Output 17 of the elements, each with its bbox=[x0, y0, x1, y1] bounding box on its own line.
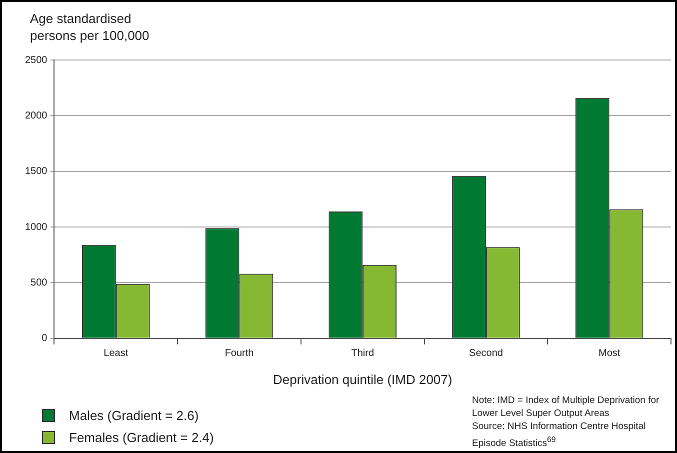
y-axis-title: Age standardised persons per 100,000 bbox=[30, 10, 150, 44]
x-tick-label: Second bbox=[469, 348, 503, 360]
x-axis-title: Deprivation quintile (IMD 2007) bbox=[273, 372, 452, 387]
y-tick-label: 500 bbox=[30, 277, 48, 288]
x-tick-label: Third bbox=[351, 348, 374, 360]
y-tick-label: 2500 bbox=[24, 54, 48, 66]
legend-label: Females (Gradient = 2.4) bbox=[69, 430, 214, 444]
x-tick-label: Fourth bbox=[224, 348, 254, 360]
y-tick-label: 1500 bbox=[24, 166, 48, 178]
legend-label: Males (Gradient = 2.6) bbox=[69, 408, 199, 422]
y-tick-label: 1000 bbox=[24, 222, 48, 233]
text: Note: IMD = Index of Multiple Deprivation for Lower Level Super Output Areas bbox=[472, 394, 660, 420]
y-tick-label: 0 bbox=[42, 333, 48, 344]
y-tick-label: 2000 bbox=[24, 110, 48, 122]
source-note: Source: NHS Information Centre Hospital Episode Statistics$^{69}$ bbox=[472, 420, 647, 450]
x-tick-label: Most bbox=[598, 348, 620, 360]
x-tick-label: Least bbox=[104, 348, 128, 360]
